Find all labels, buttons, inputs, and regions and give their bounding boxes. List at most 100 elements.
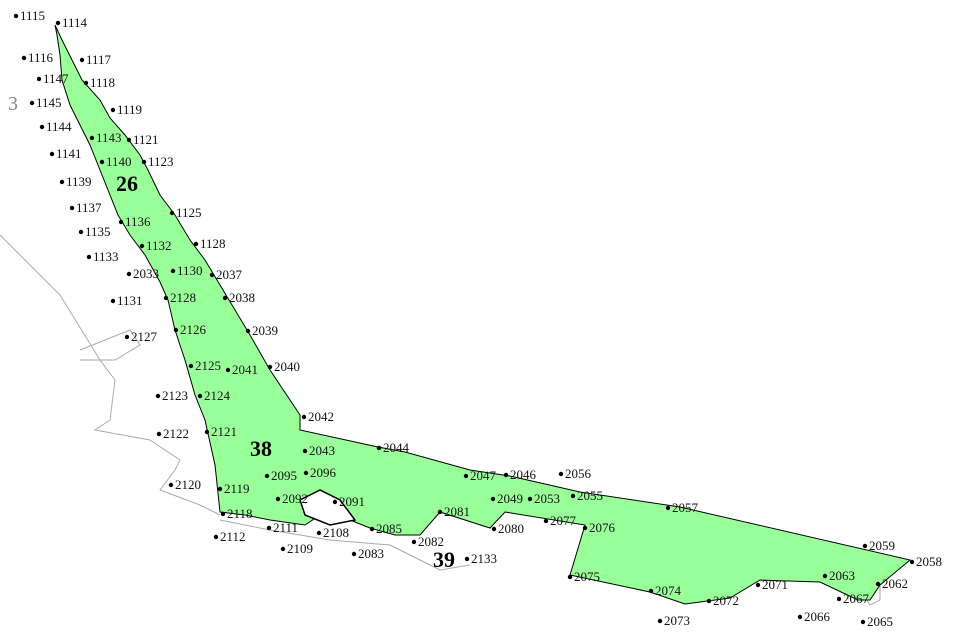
boundary-point — [665, 505, 671, 511]
label-2075: 2075 — [574, 569, 600, 584]
boundary-point — [582, 525, 588, 531]
boundary-point — [225, 367, 231, 373]
label-1128: 1128 — [200, 236, 226, 251]
label-2121: 2121 — [211, 424, 237, 439]
boundary-point — [13, 13, 19, 19]
label-1137: 1137 — [76, 200, 102, 215]
boundary-point — [491, 526, 497, 532]
label-1136: 1136 — [125, 214, 151, 229]
label-2058: 2058 — [916, 554, 942, 569]
label-2096: 2096 — [310, 465, 337, 480]
boundary-point — [558, 471, 564, 477]
boundary-point — [220, 511, 226, 517]
label-2049: 2049 — [497, 491, 523, 506]
boundary-point — [78, 229, 84, 235]
boundary-point — [204, 429, 210, 435]
boundary-point — [280, 546, 286, 552]
label-2059: 2059 — [869, 538, 895, 553]
label-1140: 1140 — [106, 154, 132, 169]
label-1135: 1135 — [85, 224, 111, 239]
boundary-point — [110, 107, 116, 113]
label-2063: 2063 — [829, 568, 855, 583]
label-1143: 1143 — [96, 130, 122, 145]
boundary-point — [21, 55, 27, 61]
label-2055: 2055 — [577, 488, 603, 503]
road-line-left — [0, 234, 116, 381]
label-2074: 2074 — [655, 583, 682, 598]
label-2091: 2091 — [339, 494, 365, 509]
boundary-point — [169, 210, 175, 216]
boundary-point — [79, 57, 85, 63]
label-1118: 1118 — [90, 75, 115, 90]
boundary-point — [168, 482, 174, 488]
boundary-point — [170, 268, 176, 274]
label-1130: 1130 — [177, 263, 203, 278]
label-2047: 2047 — [470, 468, 497, 483]
label-1123: 1123 — [148, 154, 174, 169]
label-2128: 2128 — [170, 290, 196, 305]
label-2042: 2042 — [308, 409, 334, 424]
label-2085: 2085 — [376, 521, 402, 536]
boundary-point — [29, 100, 35, 106]
boundary-point — [36, 76, 42, 82]
boundary-point — [570, 493, 576, 499]
boundary-point — [222, 295, 228, 301]
boundary-point — [332, 499, 338, 505]
boundary-point — [543, 518, 549, 524]
boundary-point — [173, 327, 179, 333]
label-1141: 1141 — [56, 146, 82, 161]
label-2119: 2119 — [224, 481, 250, 496]
boundary-point — [648, 588, 654, 594]
label-2057: 2057 — [672, 500, 699, 515]
boundary-point — [39, 124, 45, 130]
boundary-point — [755, 582, 761, 588]
label-2043: 2043 — [309, 443, 335, 458]
boundary-point — [303, 470, 309, 476]
label-2041: 2041 — [232, 362, 258, 377]
label-2120: 2120 — [175, 477, 201, 492]
parcel-label-39: 39 — [433, 547, 455, 572]
label-2076: 2076 — [589, 520, 616, 535]
road-lines — [0, 234, 881, 606]
boundary-point — [411, 539, 417, 545]
road-line-left-loop — [79, 329, 141, 361]
label-1125: 1125 — [176, 205, 202, 220]
boundary-point — [266, 525, 272, 531]
label-2040: 2040 — [274, 359, 300, 374]
boundary-point — [301, 414, 307, 420]
label-1147: 1147 — [43, 71, 69, 86]
boundary-point — [197, 393, 203, 399]
label-2082: 2082 — [418, 534, 444, 549]
boundary-point — [909, 559, 915, 565]
boundary-point — [156, 431, 162, 437]
parcel-hole — [299, 489, 357, 526]
label-1131: 1131 — [117, 293, 143, 308]
label-2033: 2033 — [133, 266, 159, 281]
boundary-point — [302, 448, 308, 454]
boundary-point — [797, 614, 803, 620]
label-1133: 1133 — [93, 249, 119, 264]
label-2037: 2037 — [216, 267, 243, 282]
label-2108: 2108 — [323, 525, 349, 540]
label-1144: 1144 — [46, 119, 72, 134]
boundary-point — [110, 298, 116, 304]
boundary-point — [213, 534, 219, 540]
boundary-point — [376, 445, 382, 451]
boundary-point — [527, 496, 533, 502]
boundary-point — [862, 543, 868, 549]
boundary-point — [567, 574, 573, 580]
boundary-point — [369, 526, 375, 532]
boundary-point — [209, 272, 215, 278]
label-2056: 2056 — [565, 466, 592, 481]
boundary-point — [55, 20, 61, 26]
label-2109: 2109 — [287, 541, 313, 556]
road-line-south — [219, 519, 471, 571]
boundary-point — [193, 241, 199, 247]
label-2071: 2071 — [762, 577, 788, 592]
label-2118: 2118 — [227, 506, 253, 521]
label-2083: 2083 — [358, 546, 384, 561]
label-2081: 2081 — [444, 504, 470, 519]
label-2046: 2046 — [510, 467, 537, 482]
boundary-point — [463, 473, 469, 479]
